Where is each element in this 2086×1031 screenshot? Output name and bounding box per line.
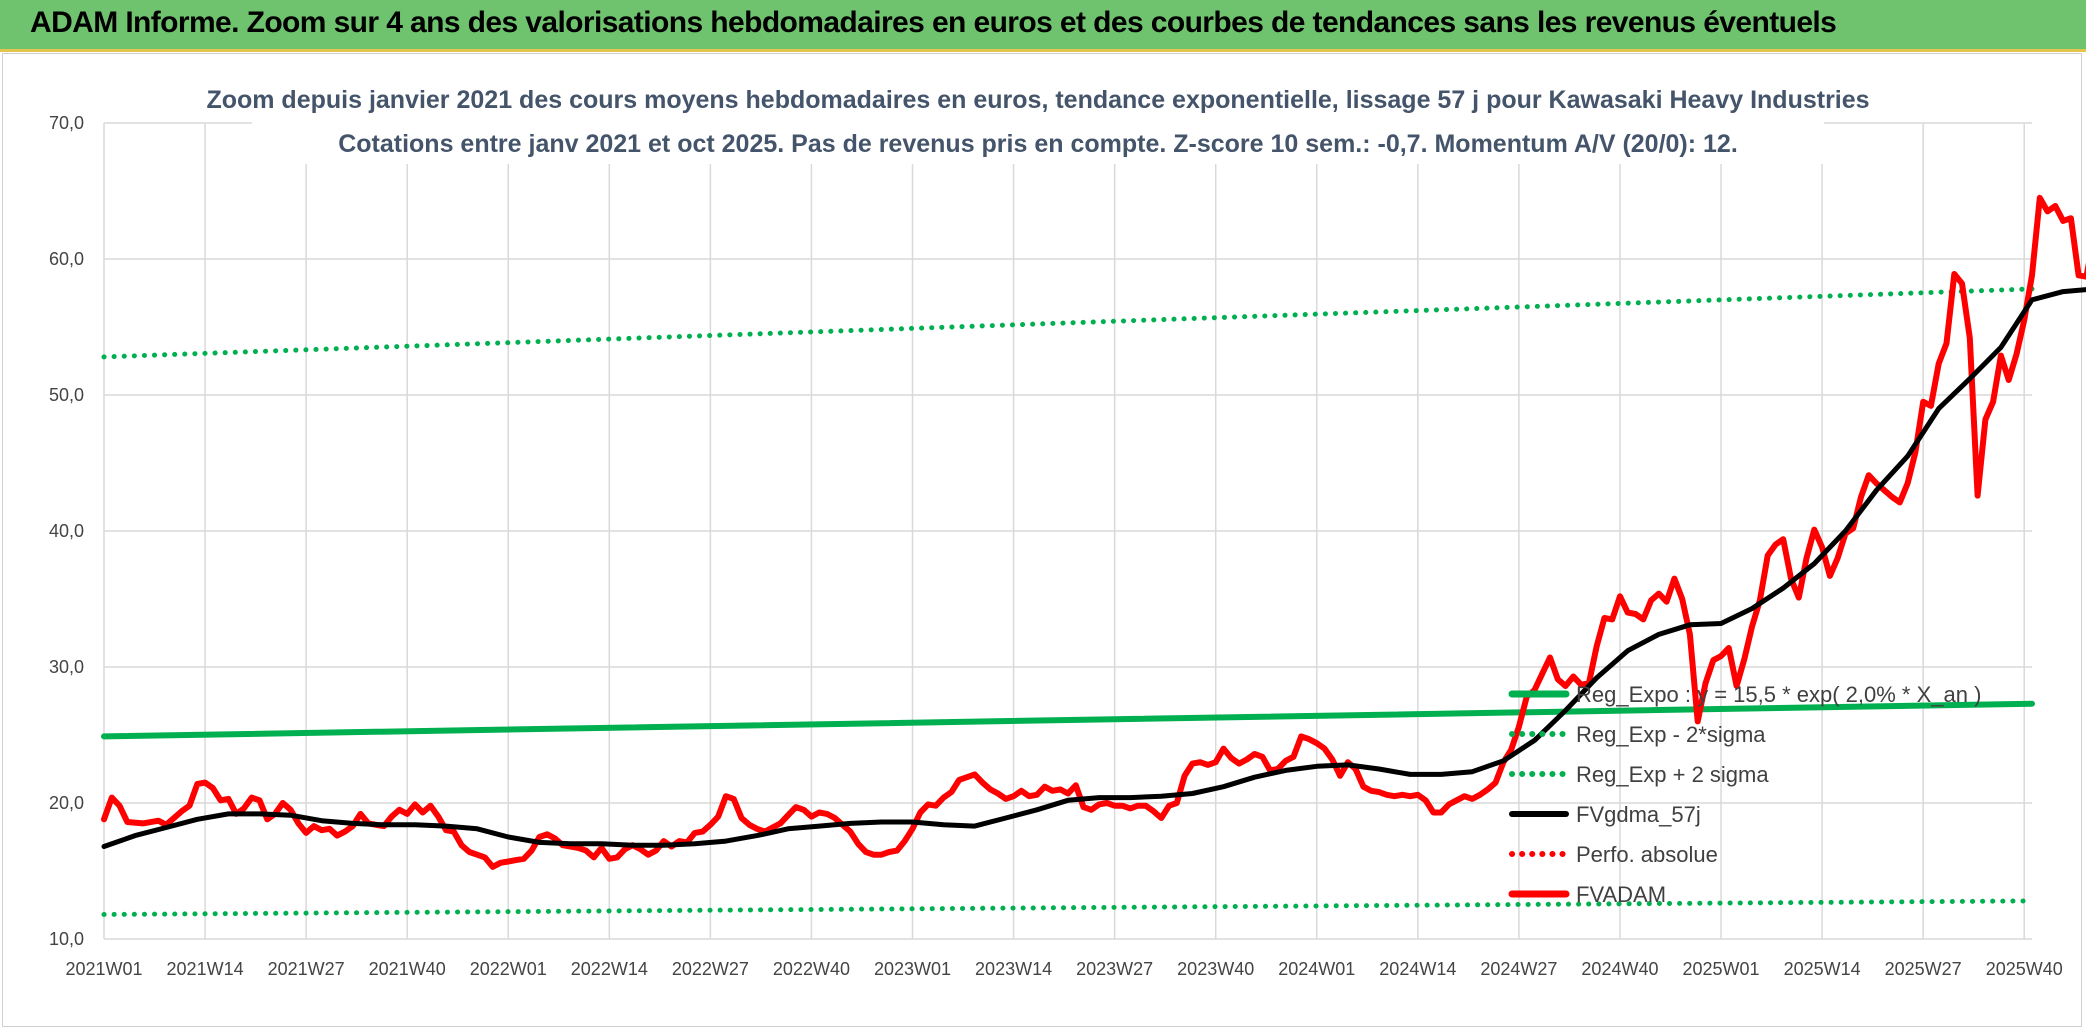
x-tick-label: 2023W01 (874, 959, 951, 979)
x-tick-label: 2024W40 (1581, 959, 1658, 979)
series-line-0 (101, 700, 2035, 740)
legend: Reg_Expo : y = 15,5 * exp( 2,0% * X_an )… (1508, 682, 1981, 907)
x-tick-label: 2022W27 (672, 959, 749, 979)
x-tick-label: 2023W14 (975, 959, 1052, 979)
x-tick-label: 2022W14 (571, 959, 648, 979)
x-tick-label: 2021W01 (65, 959, 142, 979)
x-tick-label: 2025W01 (1683, 959, 1760, 979)
series-line-1 (101, 898, 2035, 917)
series-line-5 (101, 194, 2086, 870)
y-tick-label: 10,0 (49, 929, 84, 949)
y-tick-label: 60,0 (49, 249, 84, 269)
y-tick-label: 40,0 (49, 521, 84, 541)
x-tick-label: 2025W40 (1986, 959, 2063, 979)
chart-frame (2, 53, 2082, 1027)
x-tick-label: 2025W14 (1784, 959, 1861, 979)
legend-label: Reg_Exp - 2*sigma (1576, 722, 1766, 747)
x-tick-label: 2021W40 (369, 959, 446, 979)
x-tick-label: 2023W27 (1076, 959, 1153, 979)
x-tick-label: 2023W40 (1177, 959, 1254, 979)
chart-subtitle: Cotations entre janv 2021 et oct 2025. P… (338, 130, 1738, 158)
chart-titles: Zoom depuis janvier 2021 des cours moyen… (206, 80, 1870, 164)
legend-label: Reg_Expo : y = 15,5 * exp( 2,0% * X_an ) (1576, 682, 1981, 707)
title-background (252, 80, 1824, 164)
x-tick-label: 2022W40 (773, 959, 850, 979)
series-lines (101, 194, 2086, 917)
series-line-2 (101, 286, 2035, 360)
axis-labels: 10,0 20,0 30,0 40,0 50,0 60,0 70,0 2021W01 2021W… (49, 113, 2063, 979)
y-tick-label: 70,0 (49, 113, 84, 133)
x-tick-label: 2021W27 (268, 959, 345, 979)
x-tick-label: 2022W01 (470, 959, 547, 979)
x-tick-label: 2021W14 (167, 959, 244, 979)
y-tick-label: 30,0 (49, 657, 84, 677)
y-tick-label: 50,0 (49, 385, 84, 405)
y-tick-label: 20,0 (49, 793, 84, 813)
x-tick-label: 2024W01 (1278, 959, 1355, 979)
report-banner: ADAM Informe. Zoom sur 4 ans des valoris… (0, 0, 2086, 52)
legend-label: Reg_Exp + 2 sigma (1576, 762, 1769, 787)
legend-label: FVgdma_57j (1576, 802, 1701, 827)
x-tick-label: 2025W27 (1885, 959, 1962, 979)
chart-title: Zoom depuis janvier 2021 des cours moyen… (206, 86, 1869, 114)
x-tick-label: 2024W27 (1480, 959, 1557, 979)
legend-label: Perfo. absolue (1576, 842, 1718, 867)
report-title: ADAM Informe. Zoom sur 4 ans des valoris… (30, 6, 1837, 39)
legend-label: FVADAM (1576, 882, 1666, 907)
series-line-3 (101, 287, 2086, 849)
x-tick-label: 2024W14 (1379, 959, 1456, 979)
